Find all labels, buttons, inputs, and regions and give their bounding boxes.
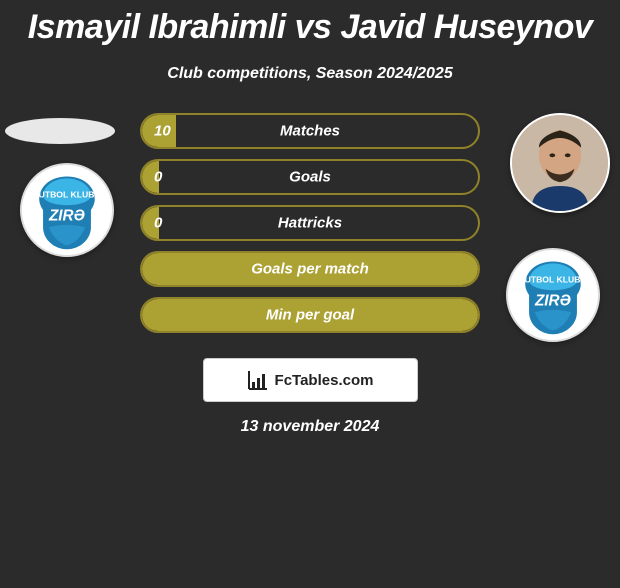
bar-label: Matches xyxy=(142,123,478,140)
stat-bar-goals-per-match: Goals per match xyxy=(140,251,480,287)
comparison-title: Ismayil Ibrahimli vs Javid Huseynov xyxy=(0,8,620,47)
left-player-column: FUTBOL KLUBU ZIRƏ xyxy=(0,113,130,348)
player1-photo-placeholder xyxy=(5,118,115,144)
bar-label: Goals xyxy=(142,169,478,186)
comparison-subtitle: Club competitions, Season 2024/2025 xyxy=(0,65,620,83)
svg-text:ZIRƏ: ZIRƏ xyxy=(534,293,571,310)
svg-text:ZIRƏ: ZIRƏ xyxy=(48,208,85,225)
player2-photo xyxy=(510,113,610,213)
comparison-content: FUTBOL KLUBU ZIRƏ FUTBOL KLUBU xyxy=(0,113,620,348)
bar-label: Hattricks xyxy=(142,215,478,232)
stat-bar-hattricks: 0Hattricks xyxy=(140,205,480,241)
bar-label: Min per goal xyxy=(142,307,478,324)
bar-label: Goals per match xyxy=(142,261,478,278)
stat-bar-goals: 0Goals xyxy=(140,159,480,195)
attribution-text: FcTables.com xyxy=(275,372,374,389)
comparison-date: 13 november 2024 xyxy=(0,418,620,436)
player2-club-badge: FUTBOL KLUBU ZIRƏ xyxy=(506,248,600,342)
svg-text:FUTBOL KLUBU: FUTBOL KLUBU xyxy=(33,190,100,200)
svg-text:FUTBOL KLUBU: FUTBOL KLUBU xyxy=(519,275,586,285)
attribution-badge: FcTables.com xyxy=(203,358,418,402)
player1-club-badge: FUTBOL KLUBU ZIRƏ xyxy=(20,163,114,257)
stat-bar-min-per-goal: Min per goal xyxy=(140,297,480,333)
stats-bars: 10Matches 0Goals 0Hattricks Goals per match… xyxy=(140,113,480,343)
chart-icon xyxy=(247,369,269,391)
right-player-column: FUTBOL KLUBU ZIRƏ xyxy=(490,113,620,348)
stat-bar-matches: 10Matches xyxy=(140,113,480,149)
